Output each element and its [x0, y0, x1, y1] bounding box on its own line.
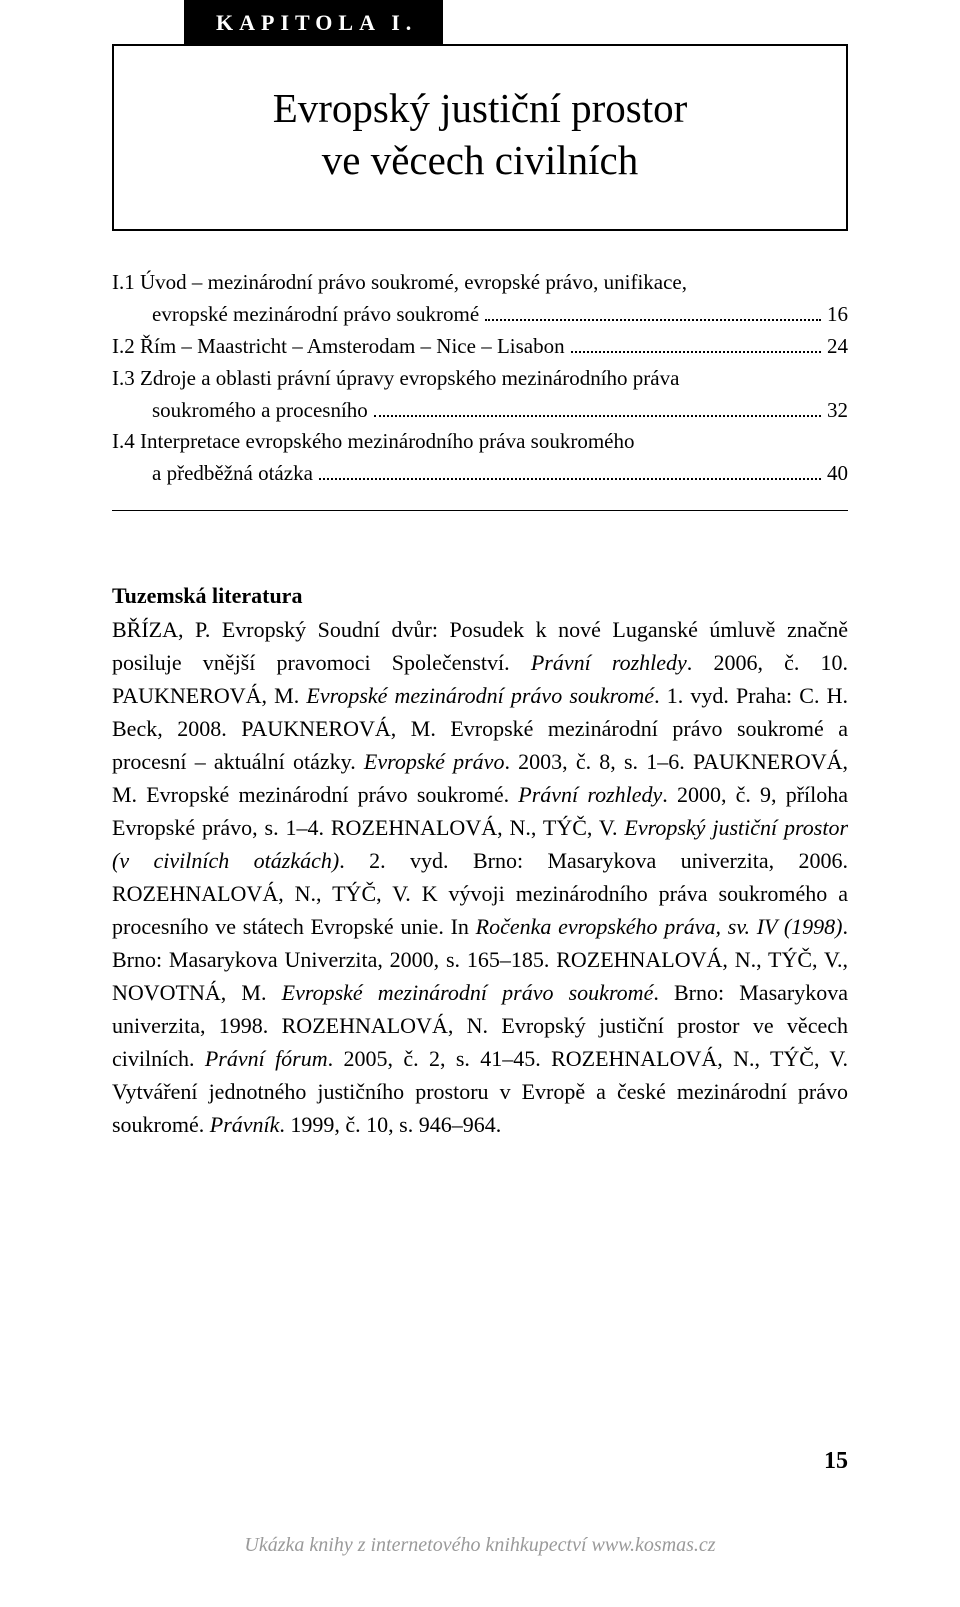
toc-page-number: 16 — [827, 299, 848, 331]
toc-entry-cont: soukromého a procesního 32 — [112, 395, 848, 427]
toc-text: Řím – Maastricht – Amsterodam – Nice – L… — [140, 331, 565, 363]
biblio-text-span: . 1999, č. 10, s. 946–964. — [279, 1112, 501, 1137]
biblio-italic-span: Evropské mezinárodní právo soukromé — [282, 980, 654, 1005]
toc-text: soukromého a procesního — [152, 395, 368, 427]
toc-page-number: 24 — [827, 331, 848, 363]
page-number: 15 — [824, 1448, 848, 1475]
toc-text: Interpretace evropského mezinárodního pr… — [140, 426, 634, 458]
chapter-title-line1: Evropský justiční prostor — [273, 85, 688, 131]
chapter-badge: KAPITOLA I. — [184, 0, 443, 46]
biblio-italic-span: Evropské právo — [364, 749, 505, 774]
toc-label: I.2 — [112, 331, 140, 363]
toc-text: Zdroje a oblasti právní úpravy evropskéh… — [140, 363, 679, 395]
toc-entry: I.1 Úvod – mezinárodní právo soukromé, e… — [112, 267, 848, 299]
biblio-italic-span: Právní rozhledy — [518, 782, 662, 807]
toc-leader-dots — [374, 400, 821, 417]
toc-label: I.3 — [112, 363, 140, 395]
bibliography-body: BŘÍZA, P. Evropský Soudní dvůr: Posudek … — [112, 613, 848, 1141]
toc-text: Úvod – mezinárodní právo soukromé, evrop… — [140, 267, 687, 299]
toc-leader-dots — [319, 464, 821, 481]
chapter-title-box: Evropský justiční prostor ve věcech civi… — [112, 44, 848, 231]
biblio-italic-span: Právník — [210, 1112, 280, 1137]
toc-text: a předběžná otázka — [152, 458, 313, 490]
document-page: KAPITOLA I. Evropský justiční prostor ve… — [0, 0, 960, 1607]
toc-text: evropské mezinárodní právo soukromé — [152, 299, 479, 331]
toc-leader-dots — [485, 304, 821, 321]
chapter-title: Evropský justiční prostor ve věcech civi… — [154, 82, 806, 187]
toc-entry: I.3 Zdroje a oblasti právní úpravy evrop… — [112, 363, 848, 395]
toc-entry-cont: evropské mezinárodní právo soukromé 16 — [112, 299, 848, 331]
toc-label: I.4 — [112, 426, 140, 458]
toc-entry: I.2 Řím – Maastricht – Amsterodam – Nice… — [112, 331, 848, 363]
toc-page-number: 32 — [827, 395, 848, 427]
table-of-contents: I.1 Úvod – mezinárodní právo soukromé, e… — [112, 267, 848, 490]
toc-label: I.1 — [112, 267, 140, 299]
biblio-italic-span: Právní fórum — [205, 1046, 328, 1071]
footer-note: Ukázka knihy z internetového knihkupectv… — [0, 1534, 960, 1557]
toc-entry: I.4 Interpretace evropského mezinárodníh… — [112, 426, 848, 458]
toc-leader-dots — [571, 336, 821, 353]
biblio-italic-span: Evropské mezinárodní právo soukromé — [306, 683, 654, 708]
divider — [112, 510, 848, 511]
toc-page-number: 40 — [827, 458, 848, 490]
chapter-title-line2: ve věcech civilních — [322, 137, 638, 183]
biblio-italic-span: Právní rozhledy — [531, 650, 687, 675]
bibliography-heading: Tuzemská literatura — [112, 583, 848, 609]
biblio-italic-span: Ročenka evropského práva, sv. IV (1998) — [476, 914, 843, 939]
toc-entry-cont: a předběžná otázka 40 — [112, 458, 848, 490]
